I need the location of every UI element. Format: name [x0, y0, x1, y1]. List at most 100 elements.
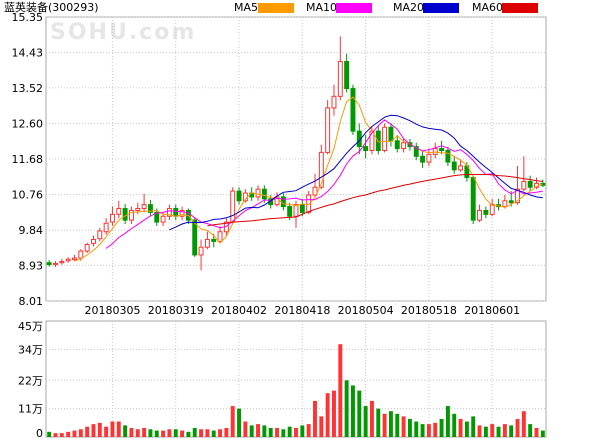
volume-bar	[123, 425, 128, 437]
candle-up	[72, 257, 77, 261]
candle-up	[458, 165, 464, 171]
price-tick-label: 10.76	[12, 189, 44, 202]
candle-up	[401, 142, 407, 150]
volume-bar	[306, 424, 311, 437]
candle-down	[470, 177, 476, 221]
volume-bar	[224, 427, 229, 437]
candle-up	[274, 196, 280, 206]
candle-down	[122, 208, 128, 221]
candle-down	[154, 211, 160, 223]
stock-code: (300293)	[48, 1, 99, 14]
volume-bar	[218, 429, 223, 437]
candle-up	[141, 204, 147, 210]
legend-ma10-label: MA10	[306, 1, 338, 14]
volume-bar	[186, 431, 191, 437]
volume-bar	[129, 427, 134, 437]
candle-down	[280, 196, 286, 208]
volume-bar	[395, 413, 400, 437]
volume-bar	[85, 426, 90, 437]
candle-down	[147, 204, 153, 213]
volume-bar	[72, 430, 77, 437]
candle-up	[135, 208, 141, 211]
candle-down	[439, 148, 445, 151]
volume-bar	[344, 380, 349, 437]
volume-bar	[192, 427, 197, 437]
volume-bar	[325, 393, 330, 437]
price-tick-label: 15.35	[12, 11, 44, 24]
volume-bar	[47, 431, 52, 437]
price-tick-label: 14.43	[12, 47, 44, 60]
candle-up	[230, 190, 236, 223]
volume-bar	[294, 427, 298, 437]
candle-up	[166, 208, 172, 217]
volume-bar	[477, 425, 482, 437]
volume-bar	[439, 418, 444, 437]
candle-up	[97, 230, 103, 240]
volume-bar	[211, 430, 216, 437]
candle-up	[521, 180, 527, 190]
price-tick-label: 9.84	[19, 224, 44, 237]
volume-bar	[445, 406, 450, 437]
price-tick-label: 13.52	[12, 82, 44, 95]
volume-bar	[433, 422, 438, 437]
legend-ma5-swatch	[258, 3, 294, 13]
volume-bar	[237, 408, 241, 437]
volume-bar	[59, 433, 64, 437]
volume-bar	[300, 425, 305, 437]
candle-down	[46, 262, 52, 266]
candle-down	[527, 180, 533, 188]
volume-bar	[110, 421, 115, 437]
volume-bar	[426, 424, 431, 437]
volume-bar	[534, 427, 539, 437]
watermark: SOHU.com	[50, 20, 197, 45]
date-tick-label: 20180518	[401, 304, 457, 317]
volume-tick-label: 0	[36, 427, 43, 440]
candle-up	[337, 60, 343, 97]
volume-bar	[502, 424, 507, 437]
price-tick-label: 8.93	[19, 259, 44, 272]
volume-bar	[287, 426, 292, 437]
volume-bar	[471, 416, 476, 437]
candle-up	[78, 250, 84, 259]
volume-tick-label: 22万	[18, 374, 43, 387]
volume-bar	[173, 429, 178, 437]
volume-bar	[351, 385, 355, 437]
candle-up	[293, 204, 299, 217]
volume-bar	[382, 413, 387, 437]
volume-bar	[540, 430, 545, 437]
volume-bar	[97, 422, 102, 437]
volume-bar	[256, 424, 260, 437]
volume-bar	[154, 430, 159, 437]
volume-tick-label: 45万	[18, 320, 43, 333]
volume-bar	[275, 427, 279, 437]
stock-name: 蓝英装备	[4, 1, 48, 14]
price-tick-label: 12.60	[12, 117, 44, 130]
candle-down	[211, 238, 217, 242]
candle-down	[375, 130, 381, 151]
volume-bar	[135, 429, 140, 437]
candle-up	[318, 151, 324, 188]
volume-bar	[148, 429, 153, 437]
volume-bar	[199, 429, 204, 437]
candle-up	[477, 209, 483, 221]
volume-bar	[376, 408, 381, 437]
volume-bar	[490, 424, 495, 437]
date-tick-label: 20180305	[84, 304, 140, 317]
volume-bar	[104, 426, 109, 437]
volume-bar	[91, 424, 96, 437]
volume-bar	[414, 421, 419, 437]
candle-down	[451, 161, 457, 171]
candle-down	[192, 219, 198, 256]
candle-down	[236, 190, 242, 202]
date-tick-label: 20180418	[274, 304, 330, 317]
volume-bar	[452, 413, 457, 437]
candle-up	[65, 258, 71, 262]
candle-up	[217, 231, 223, 242]
candle-up	[59, 261, 65, 264]
volume-bar	[180, 430, 185, 437]
volume-bar	[521, 411, 526, 437]
volume-bar	[142, 427, 147, 437]
volume-bar	[528, 424, 533, 437]
candle-up	[502, 200, 508, 208]
